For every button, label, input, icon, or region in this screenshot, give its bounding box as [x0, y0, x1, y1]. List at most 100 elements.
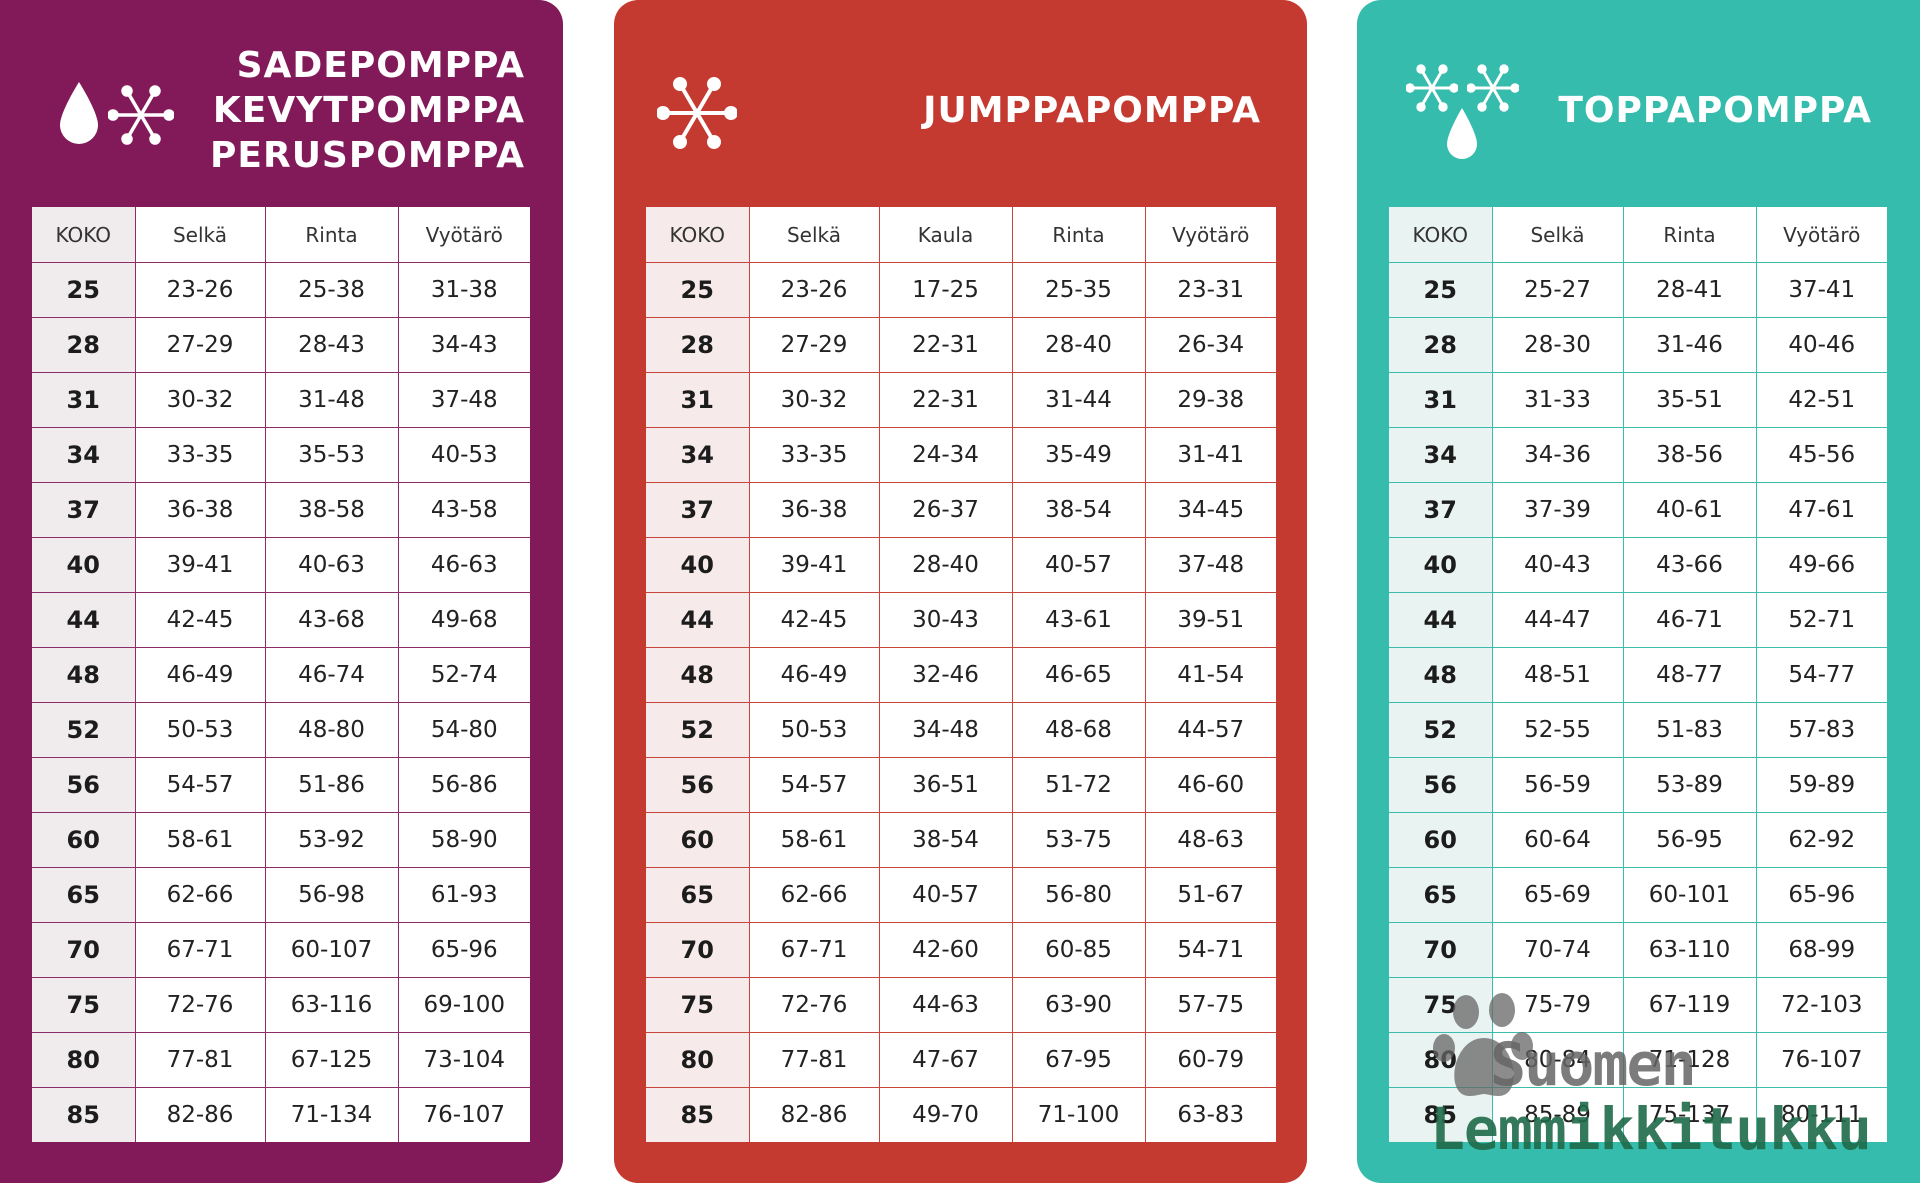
measure-cell: 67-119 [1623, 977, 1757, 1033]
size-cell: 70 [32, 922, 136, 978]
table-row: 75 72-76 44-63 63-90 57-75 [646, 977, 1276, 1033]
measure-cell: 56-59 [1492, 757, 1624, 813]
table-row: 34 33-35 35-53 40-53 [32, 427, 530, 483]
watermark-line-2: Lemmikkitukku [1430, 1095, 1872, 1163]
measure-cell: 31-46 [1623, 317, 1757, 373]
measure-cell: 56-95 [1623, 812, 1757, 868]
size-cell: 56 [1389, 757, 1493, 813]
measure-cell: 57-75 [1145, 977, 1276, 1033]
measure-cell: 63-116 [265, 977, 399, 1033]
measure-cell: 56-86 [398, 757, 530, 813]
measure-cell: 23-26 [135, 262, 266, 318]
measure-cell: 22-31 [879, 317, 1013, 373]
table-row: 34 34-36 38-56 45-56 [1389, 427, 1887, 483]
measure-cell: 72-76 [749, 977, 880, 1033]
measure-cell: 40-61 [1623, 482, 1757, 538]
measure-cell: 62-66 [135, 867, 266, 923]
measure-cell: 31-38 [398, 262, 530, 318]
size-card-sadepomppa: SADEPOMPPA KEVYTPOMPPA PERUSPOMPPA KOKO S… [0, 0, 563, 1183]
table-row: 31 30-32 31-48 37-48 [32, 372, 530, 428]
measure-cell: 73-104 [398, 1032, 530, 1088]
measure-cell: 59-89 [1756, 757, 1887, 813]
measure-cell: 51-86 [265, 757, 399, 813]
measure-cell: 28-40 [1012, 317, 1146, 373]
size-cell: 44 [646, 592, 750, 648]
table-row: 75 72-76 63-116 69-100 [32, 977, 530, 1033]
column-header: Vyötärö [398, 207, 530, 263]
measure-cell: 39-41 [749, 537, 880, 593]
size-cell: 85 [1389, 1087, 1493, 1142]
table-row: 85 85-89 75-137 80-111 [1389, 1087, 1887, 1142]
measure-cell: 37-41 [1756, 262, 1887, 318]
size-cell: 60 [1389, 812, 1493, 868]
table-row: 37 36-38 26-37 38-54 34-45 [646, 482, 1276, 538]
table-row: 65 62-66 40-57 56-80 51-67 [646, 867, 1276, 923]
table-row: 65 62-66 56-98 61-93 [32, 867, 530, 923]
measure-cell: 31-48 [265, 372, 399, 428]
measure-cell: 26-34 [1145, 317, 1276, 373]
column-header: Kaula [879, 207, 1013, 263]
size-cell: 60 [32, 812, 136, 868]
measure-cell: 40-46 [1756, 317, 1887, 373]
size-cell: 48 [646, 647, 750, 703]
product-title: PERUSPOMPPA [210, 135, 525, 176]
measure-cell: 53-89 [1623, 757, 1757, 813]
measure-cell: 46-63 [398, 537, 530, 593]
table-row: 25 23-26 17-25 25-35 23-31 [646, 262, 1276, 318]
measure-cell: 33-35 [135, 427, 266, 483]
column-header: Selkä [135, 207, 266, 263]
measure-cell: 72-103 [1756, 977, 1887, 1033]
size-cell: 31 [646, 372, 750, 428]
measure-cell: 46-74 [265, 647, 399, 703]
measure-cell: 23-31 [1145, 262, 1276, 318]
measure-cell: 60-64 [1492, 812, 1624, 868]
measure-cell: 34-43 [398, 317, 530, 373]
size-cell: 31 [1389, 372, 1493, 428]
measure-cell: 22-31 [879, 372, 1013, 428]
measure-cell: 30-32 [135, 372, 266, 428]
measure-cell: 27-29 [749, 317, 880, 373]
measure-cell: 76-107 [423, 1102, 505, 1128]
table-row: 56 56-59 53-89 59-89 [1389, 757, 1887, 813]
measure-cell: 40-43 [1492, 537, 1624, 593]
measure-cell: 62-66 [749, 867, 880, 923]
measure-cell: 44-57 [1145, 702, 1276, 758]
measure-cell: 46-65 [1012, 647, 1146, 703]
measure-cell: 82-86 [749, 1087, 880, 1142]
size-cell: 52 [32, 702, 136, 758]
measure-cell: 37-48 [1145, 537, 1276, 593]
measure-cell: 52-74 [398, 647, 530, 703]
measure-cell: 23-26 [749, 262, 880, 318]
measure-cell: 60-79 [1145, 1032, 1276, 1088]
measure-cell: 36-51 [879, 757, 1013, 813]
size-table: KOKO Selkä Rinta Vyötärö 25 23-26 25-38 31-38 2… [32, 207, 530, 1142]
table-row: 80 77-81 67-125 73-104 [32, 1032, 530, 1088]
measure-cell: 48-68 [1012, 702, 1146, 758]
table-row: 48 46-49 46-74 52-74 [32, 647, 530, 703]
column-header: Vyötärö [1756, 207, 1887, 263]
table-row: 60 60-64 56-95 62-92 [1389, 812, 1887, 868]
table-row: 34 33-35 24-34 35-49 31-41 [646, 427, 1276, 483]
measure-cell: 27-29 [135, 317, 266, 373]
measure-cell: 52-71 [1756, 592, 1887, 648]
table-row: 85 82-86 71-134 76-107 [32, 1087, 530, 1142]
size-cell: 65 [32, 867, 136, 923]
measure-cell: 46-60 [1145, 757, 1276, 813]
table-row: 25 25-27 28-41 37-41 [1389, 262, 1887, 318]
measure-cell: 34-36 [1492, 427, 1624, 483]
measure-cell: 40-57 [879, 867, 1013, 923]
table-row: 44 42-45 30-43 43-61 39-51 [646, 592, 1276, 648]
measure-cell: 40-57 [1012, 537, 1146, 593]
table-row: 37 37-39 40-61 47-61 [1389, 482, 1887, 538]
measure-cell: 77-81 [135, 1032, 266, 1088]
table-row: 56 54-57 51-86 56-86 [32, 757, 530, 813]
measure-cell: 76-107 [1756, 1032, 1887, 1088]
size-cell: 60 [646, 812, 750, 868]
measure-cell: 44-63 [879, 977, 1013, 1033]
size-cell: 52 [1389, 702, 1493, 758]
size-cell: 34 [646, 427, 750, 483]
measure-cell: 67-71 [135, 922, 266, 978]
measure-cell: 63-90 [1012, 977, 1146, 1033]
watermark-line-1: Suomen [1490, 1030, 1697, 1100]
size-cell: 25 [646, 262, 750, 318]
